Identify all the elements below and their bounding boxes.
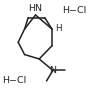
Text: H−Cl: H−Cl [2,76,27,85]
Text: HN: HN [28,4,42,13]
Text: H−Cl: H−Cl [62,6,86,15]
Text: N: N [49,66,56,75]
Text: H: H [55,24,61,33]
